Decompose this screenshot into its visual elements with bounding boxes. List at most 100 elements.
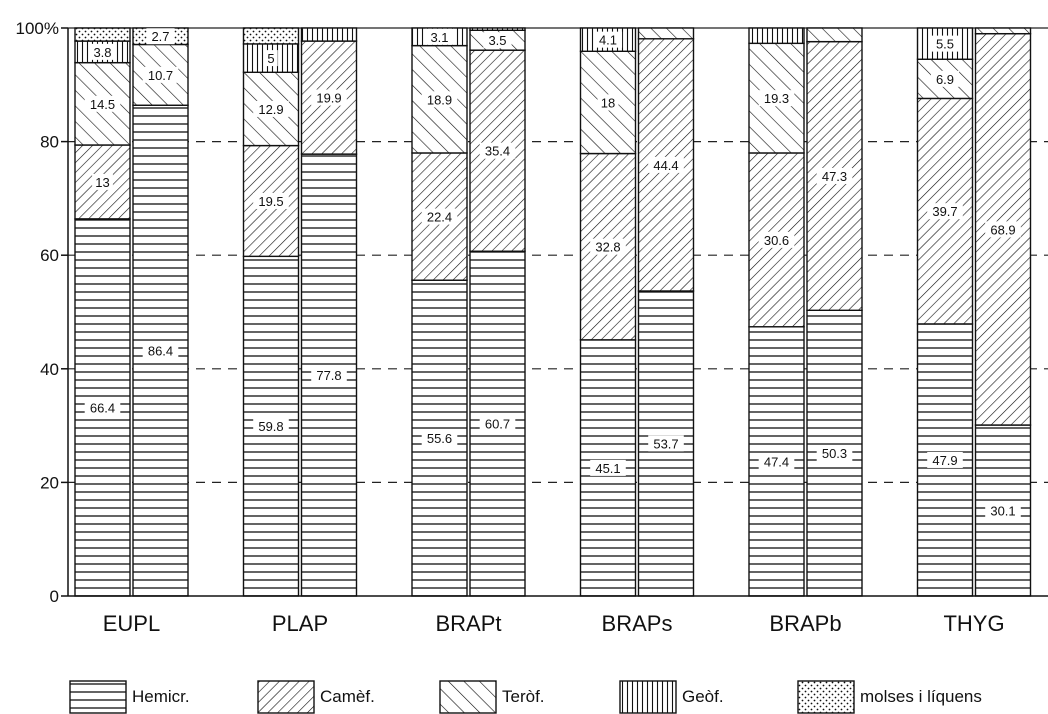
data-label: 55.6 [427,431,452,446]
data-label-bg [479,142,516,159]
y-tick-label: 40 [40,360,59,379]
data-label-bg [421,430,458,447]
bar-segment-vertical-lines [300,27,358,42]
data-label-bg [311,89,347,106]
legend-swatch [619,680,677,714]
data-label-bg [253,192,289,209]
data-label-bg [648,156,684,173]
data-label-bg [421,208,458,225]
data-label-bg [425,28,454,45]
data-label: 45.1 [595,461,620,476]
data-label-bg [816,167,853,184]
data-label: 39.7 [932,204,957,219]
data-label-bg [146,28,175,45]
legend-swatch [439,680,497,714]
data-label: 14.5 [90,97,115,112]
category-label: BRAPt [435,611,501,636]
legend-label: Camèf. [320,687,375,706]
data-label-bg [421,91,458,108]
data-label: 53.7 [653,436,678,451]
data-label: 18.9 [427,92,452,107]
data-label: 59.8 [258,419,283,434]
y-tick-label: 20 [40,473,59,492]
legend-swatch [797,680,855,714]
category-label: EUPL [103,611,160,636]
data-label: 47.9 [932,453,957,468]
data-label: 66.4 [90,400,115,415]
data-label-bg [593,31,623,48]
data-label-bg [142,66,179,83]
category-label: BRAPs [602,611,673,636]
data-label: 3.8 [93,45,111,60]
data-label: 60.7 [485,417,510,432]
data-label: 4.1 [599,33,617,48]
legend-label: Teròf. [502,687,545,706]
data-label: 50.3 [822,446,847,461]
data-label-bg [758,231,795,248]
bar-segment-sparse-diagonal [806,27,863,43]
data-label-bg [264,50,278,67]
data-label-bg [927,451,963,468]
data-label: 32.8 [595,240,620,255]
y-axis: 0 20 40 60 80 100% [16,19,1048,606]
data-label-bg [648,435,684,452]
y-tick-label: 60 [40,246,59,265]
legend-label: Hemicr. [132,687,190,706]
y-tick-label: 0 [50,587,59,606]
data-label: 12.9 [258,102,283,117]
gridlines [68,27,1048,483]
data-label-bg [930,35,960,52]
category-labels: EUPL PLAP BRAPt BRAPs BRAPb THYG [103,611,1005,636]
data-label: 47.4 [764,454,789,469]
data-label: 3.1 [430,30,448,45]
category-label: THYG [943,611,1004,636]
data-label: 19.3 [764,91,789,106]
data-label: 68.9 [990,222,1015,237]
category-label: BRAPb [769,611,841,636]
data-label-bg [985,221,1021,238]
data-label: 19.5 [258,194,283,209]
data-label: 6.9 [936,72,954,87]
data-label-bg [253,418,289,435]
data-label: 19.9 [316,91,341,106]
data-label: 18 [601,95,615,110]
data-label-bg [930,70,960,87]
data-label: 77.8 [316,368,341,383]
y-tick-label: 80 [40,133,59,152]
data-label-bg [985,502,1021,519]
bar-segment-sparse-diagonal [637,27,695,40]
data-label-bg [483,32,512,49]
data-label-bg [816,445,853,462]
data-label-bg [927,203,963,220]
bar-segment-dots [74,27,131,42]
data-label: 30.1 [990,504,1015,519]
data-label-bg [590,459,626,476]
data-label-bg [84,95,121,112]
data-label-bg [479,415,516,432]
data-label: 35.4 [485,144,510,159]
y-tick-label: 100% [16,19,59,38]
data-label: 44.4 [653,158,678,173]
legend-label: Geòf. [682,687,724,706]
legend: Hemicr. Camèf. Teròf. Geòf. molses i líquens [69,680,982,714]
bar-segment-sparse-diagonal [974,27,1032,35]
data-label: 5.5 [936,37,954,52]
data-label: 3.5 [488,33,506,48]
bar-segment-vertical-lines [748,27,805,45]
data-label: 30.6 [764,233,789,248]
data-label: 86.4 [148,344,173,359]
data-label: 10.7 [148,68,173,83]
bar-segment-vertical-lines [469,27,526,31]
data-label: 13 [95,175,109,190]
data-label-bg [597,94,619,111]
data-label: 47.3 [822,169,847,184]
legend-swatch [257,680,315,714]
bars: 66.4 13 14.5 3.8 86.4 10.7 2.7 59.8 19.5 12.9 5 77.… [74,27,1032,597]
data-label-bg [590,238,626,255]
data-label-bg [142,342,179,359]
data-label-bg [758,90,795,107]
data-label-bg [84,399,121,416]
data-label: 5 [267,51,274,66]
data-label-bg [758,453,795,470]
